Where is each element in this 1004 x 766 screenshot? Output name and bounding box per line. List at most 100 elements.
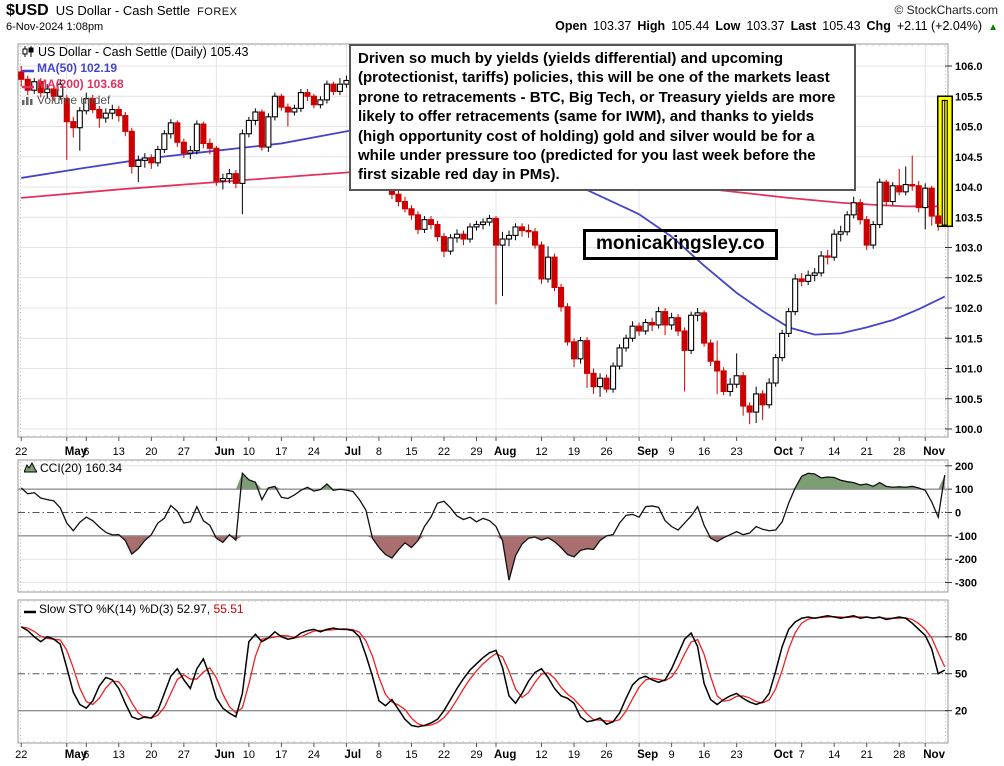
exchange-label: FOREX bbox=[197, 6, 238, 18]
copyright-label: © StockCharts.com bbox=[894, 3, 998, 17]
cci-legend: CCI(20) 160.34 bbox=[40, 461, 123, 475]
ma50-legend: MA(50) 102.19 bbox=[37, 61, 118, 75]
svg-text:27: 27 bbox=[178, 749, 190, 761]
svg-text:0: 0 bbox=[955, 508, 961, 520]
open-label: Open bbox=[555, 19, 588, 33]
svg-text:13: 13 bbox=[113, 446, 125, 458]
svg-text:9: 9 bbox=[669, 446, 675, 458]
svg-text:Nov: Nov bbox=[923, 446, 945, 458]
volume-legend-row: Volume undef bbox=[22, 93, 249, 109]
svg-text:6: 6 bbox=[83, 446, 89, 458]
svg-text:Jun: Jun bbox=[214, 446, 234, 458]
svg-text:14: 14 bbox=[828, 749, 840, 761]
svg-text:105.0: 105.0 bbox=[955, 122, 983, 134]
svg-text:106.0: 106.0 bbox=[955, 61, 983, 73]
svg-text:20: 20 bbox=[145, 446, 157, 458]
svg-text:7: 7 bbox=[799, 446, 805, 458]
svg-text:26: 26 bbox=[600, 446, 612, 458]
low-value: 103.37 bbox=[746, 19, 785, 33]
ma50-legend-row: MA(50) 102.19 bbox=[22, 61, 249, 77]
high-label: High bbox=[637, 19, 666, 33]
svg-text:29: 29 bbox=[470, 749, 482, 761]
svg-text:Nov: Nov bbox=[923, 749, 945, 761]
svg-text:10: 10 bbox=[243, 749, 255, 761]
last-value: 105.43 bbox=[822, 19, 861, 33]
annotation-box: Driven so much by yields (yields differe… bbox=[349, 44, 856, 191]
quote-strip: Open 103.37 High 105.44 Low 103.37 Last … bbox=[555, 19, 998, 33]
svg-text:Oct: Oct bbox=[774, 446, 793, 458]
price-legend-title: US Dollar - Cash Settle (Daily) bbox=[38, 45, 207, 59]
svg-text:22: 22 bbox=[438, 749, 450, 761]
sto-line-icon bbox=[24, 603, 36, 617]
svg-text:7: 7 bbox=[799, 749, 805, 761]
ma200-legend-row: MA(200) 103.68 bbox=[22, 77, 249, 93]
svg-text:22: 22 bbox=[15, 446, 27, 458]
svg-text:12: 12 bbox=[535, 749, 547, 761]
svg-text:-200: -200 bbox=[955, 554, 977, 566]
svg-text:22: 22 bbox=[438, 446, 450, 458]
svg-text:27: 27 bbox=[178, 446, 190, 458]
svg-text:Sep: Sep bbox=[637, 749, 658, 761]
svg-text:13: 13 bbox=[113, 749, 125, 761]
cci-panel: 200 100 0 -100 -200 -300 bbox=[17, 459, 977, 593]
ma200-line-icon bbox=[22, 78, 34, 93]
price-legend-title-row: US Dollar - Cash Settle (Daily) 105.43 bbox=[22, 45, 249, 61]
svg-text:14: 14 bbox=[828, 446, 840, 458]
sto-legend-row: Slow STO %K(14) %D(3) 52.97, 55.51 bbox=[24, 602, 244, 617]
svg-text:Aug: Aug bbox=[494, 446, 516, 458]
low-label: Low bbox=[715, 19, 741, 33]
svg-text:22: 22 bbox=[15, 749, 27, 761]
svg-text:Aug: Aug bbox=[494, 749, 516, 761]
svg-text:24: 24 bbox=[308, 446, 320, 458]
svg-text:23: 23 bbox=[731, 446, 743, 458]
svg-text:50: 50 bbox=[955, 669, 967, 681]
svg-text:21: 21 bbox=[861, 749, 873, 761]
svg-text:10: 10 bbox=[243, 446, 255, 458]
svg-text:Jul: Jul bbox=[344, 749, 361, 761]
svg-text:16: 16 bbox=[698, 446, 710, 458]
svg-text:20: 20 bbox=[955, 706, 967, 718]
svg-text:26: 26 bbox=[600, 749, 612, 761]
sto-legend-label: Slow STO %K(14) %D(3) bbox=[39, 602, 174, 616]
svg-text:21: 21 bbox=[861, 446, 873, 458]
svg-text:8: 8 bbox=[376, 749, 382, 761]
svg-text:103.0: 103.0 bbox=[955, 243, 983, 255]
svg-text:102.0: 102.0 bbox=[955, 303, 983, 315]
datetime-label: 6-Nov-2024 1:08pm bbox=[6, 21, 104, 33]
svg-text:23: 23 bbox=[731, 749, 743, 761]
svg-text:17: 17 bbox=[275, 446, 287, 458]
last-label: Last bbox=[790, 19, 817, 33]
open-value: 103.37 bbox=[593, 19, 632, 33]
svg-text:Jul: Jul bbox=[344, 446, 361, 458]
svg-text:104.0: 104.0 bbox=[955, 182, 983, 194]
up-triangle-icon: ▲ bbox=[988, 22, 998, 33]
svg-text:16: 16 bbox=[698, 749, 710, 761]
svg-text:104.5: 104.5 bbox=[955, 152, 983, 164]
high-value: 105.44 bbox=[671, 19, 710, 33]
svg-text:8: 8 bbox=[376, 446, 382, 458]
svg-text:29: 29 bbox=[470, 446, 482, 458]
price-legend-value: 105.43 bbox=[210, 45, 249, 59]
svg-text:15: 15 bbox=[405, 446, 417, 458]
svg-text:200: 200 bbox=[955, 461, 973, 473]
volume-legend: Volume undef bbox=[37, 93, 111, 107]
cci-area-icon bbox=[23, 461, 38, 476]
svg-text:May: May bbox=[65, 446, 88, 458]
svg-text:102.5: 102.5 bbox=[955, 273, 983, 285]
svg-text:28: 28 bbox=[893, 446, 905, 458]
svg-text:19: 19 bbox=[568, 446, 580, 458]
svg-text:May: May bbox=[65, 749, 88, 761]
svg-text:17: 17 bbox=[275, 749, 287, 761]
svg-text:103.5: 103.5 bbox=[955, 212, 983, 224]
svg-text:101.0: 101.0 bbox=[955, 364, 983, 376]
chg-label: Chg bbox=[866, 19, 891, 33]
chg-value: +2.11 (+2.04%) bbox=[896, 19, 983, 33]
svg-text:80: 80 bbox=[955, 632, 967, 644]
ma50-line-icon bbox=[22, 62, 34, 77]
svg-text:9: 9 bbox=[669, 749, 675, 761]
ma200-legend: MA(200) 103.68 bbox=[37, 77, 124, 91]
svg-text:Oct: Oct bbox=[774, 749, 793, 761]
svg-text:Sep: Sep bbox=[637, 446, 658, 458]
instrument-name: US Dollar - Cash Settle bbox=[55, 3, 191, 18]
